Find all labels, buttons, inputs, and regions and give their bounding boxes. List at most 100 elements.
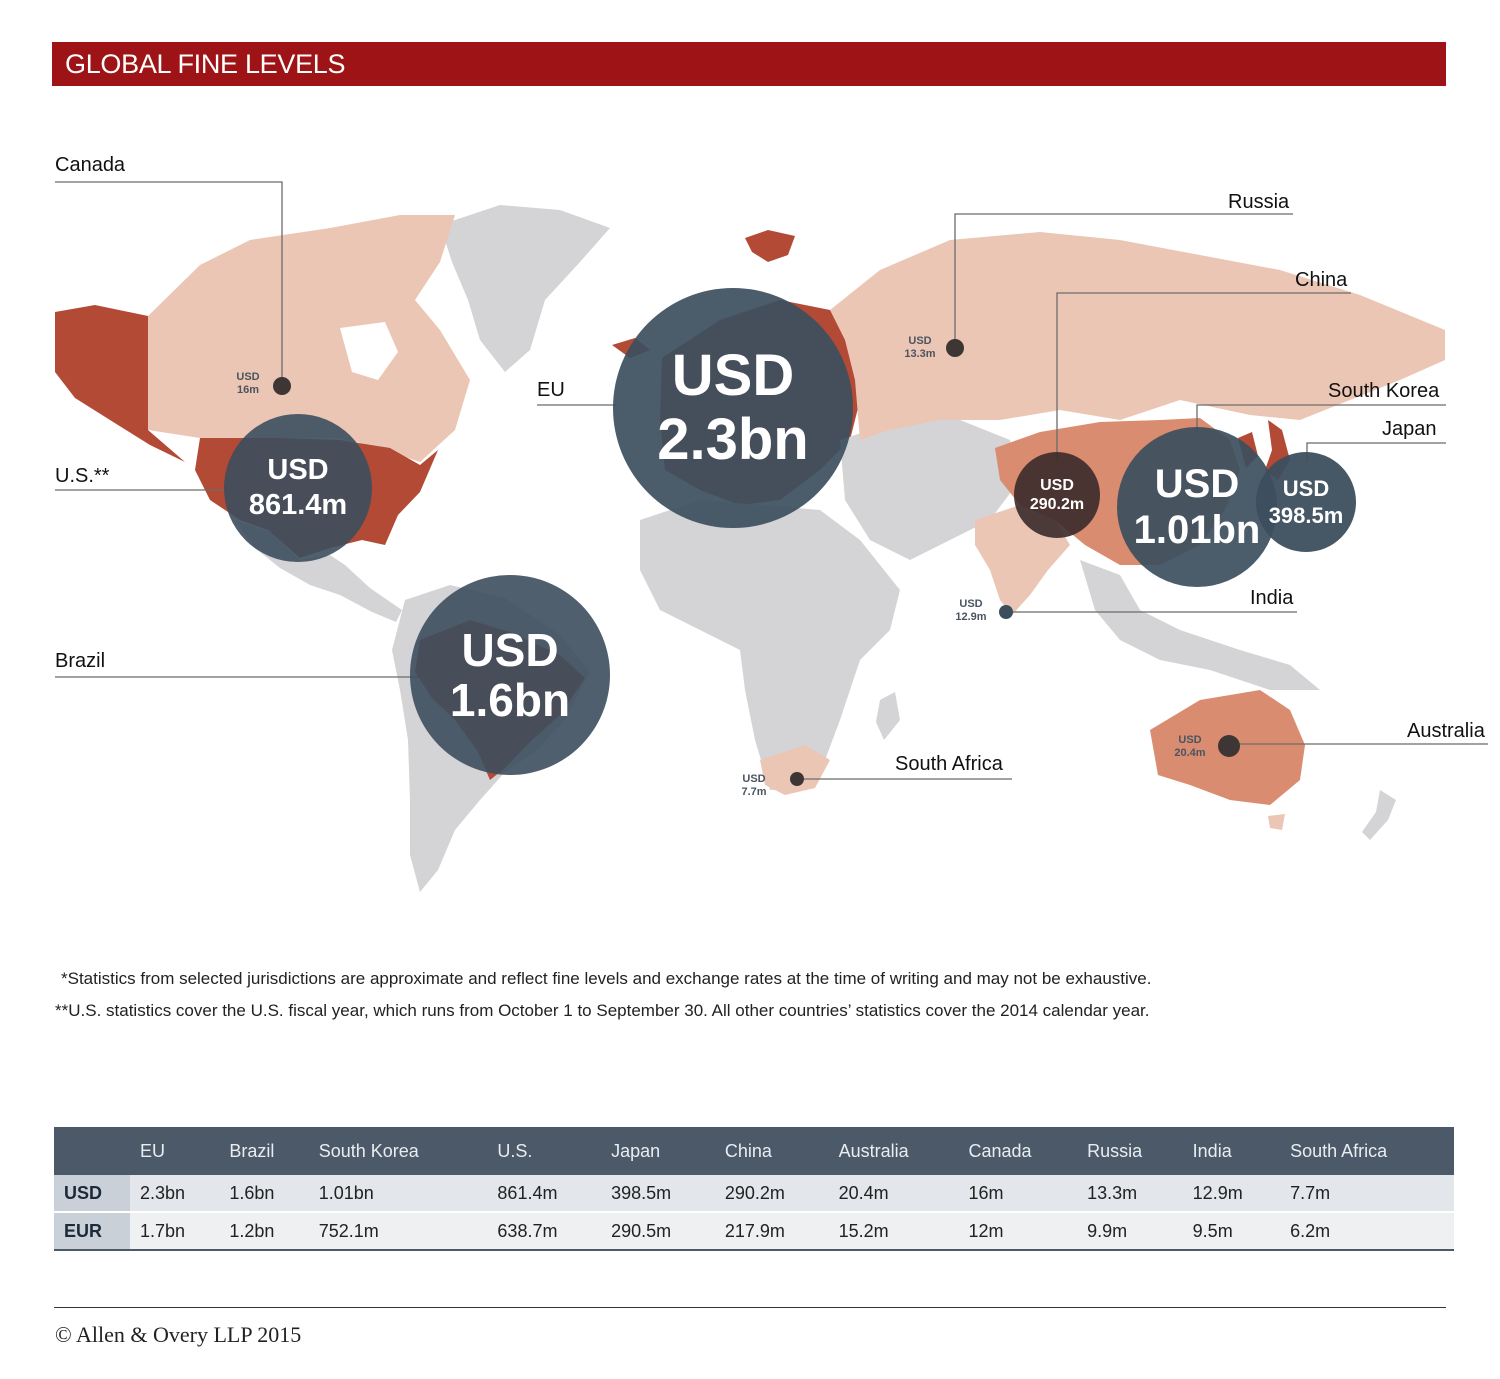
table-cell: 1.6bn bbox=[219, 1175, 309, 1213]
label-brazil: Brazil bbox=[55, 650, 106, 672]
small-russia-amount: 13.3m bbox=[904, 347, 936, 360]
marker-south-africa bbox=[790, 772, 804, 786]
table-cell: 9.5m bbox=[1182, 1212, 1281, 1251]
table-cell: 1.01bn bbox=[308, 1175, 488, 1213]
fines-table: EU Brazil South Korea U.S. Japan China A… bbox=[54, 1127, 1454, 1251]
table-cell: 1.7bn bbox=[130, 1212, 220, 1251]
table-cell: 290.5m bbox=[601, 1212, 715, 1251]
new-zealand-shape bbox=[1362, 790, 1396, 840]
table-cell: 16m bbox=[958, 1175, 1078, 1213]
tasmania-shape bbox=[1268, 814, 1285, 830]
russia-shape bbox=[830, 232, 1445, 440]
bubble-brazil-circle bbox=[410, 575, 610, 775]
table-cell: 861.4m bbox=[487, 1175, 602, 1213]
bubble-brazil-currency: USD bbox=[461, 624, 559, 676]
marker-australia bbox=[1218, 735, 1240, 757]
bubble-brazil-amount: 1.6bn bbox=[449, 674, 571, 726]
bubble-japan-amount: 398.5m bbox=[1268, 502, 1344, 528]
madagascar-shape bbox=[876, 692, 900, 740]
label-australia: Australia bbox=[1407, 720, 1485, 742]
table-row-eur: EUR 1.7bn 1.2bn 752.1m 638.7m 290.5m 217… bbox=[54, 1212, 1454, 1251]
bubble-south-korea: USD 1.01bn bbox=[1117, 427, 1277, 587]
bubble-south-korea-currency: USD bbox=[1154, 462, 1240, 506]
small-value-india: USD 12.9m bbox=[949, 598, 993, 623]
bubble-us-currency: USD bbox=[267, 454, 329, 486]
table-header-row: EU Brazil South Korea U.S. Japan China A… bbox=[54, 1127, 1454, 1175]
small-india-currency: USD bbox=[959, 598, 983, 610]
marker-canada bbox=[273, 377, 291, 395]
greenland-shape bbox=[440, 205, 610, 372]
table-cell: 752.1m bbox=[308, 1212, 488, 1251]
footnote-1: *Statistics from selected jurisdictions … bbox=[61, 969, 1152, 988]
label-us: U.S.** bbox=[55, 465, 110, 487]
small-value-russia: USD 13.3m bbox=[898, 335, 942, 360]
title-bar: GLOBAL FINE LEVELS bbox=[52, 42, 1446, 86]
table-cell: 9.9m bbox=[1077, 1212, 1183, 1251]
svalbard-shape bbox=[745, 230, 795, 262]
label-south-korea: South Korea bbox=[1328, 380, 1440, 402]
column-header: Japan bbox=[601, 1127, 715, 1175]
africa-shape bbox=[640, 500, 900, 790]
row-label: EUR bbox=[54, 1212, 130, 1251]
alaska-shape bbox=[55, 305, 185, 462]
bubble-china: USD 290.2m bbox=[1014, 452, 1100, 538]
bubble-us-amount: 861.4m bbox=[248, 489, 348, 521]
column-header: South Africa bbox=[1280, 1127, 1454, 1175]
table-cell: 20.4m bbox=[828, 1175, 959, 1213]
south-africa-shape bbox=[760, 745, 830, 795]
table-cell: 12m bbox=[958, 1212, 1078, 1251]
column-header: South Korea bbox=[308, 1127, 488, 1175]
table-cell: 638.7m bbox=[487, 1212, 602, 1251]
table-row-usd: USD 2.3bn 1.6bn 1.01bn 861.4m 398.5m 290… bbox=[54, 1175, 1454, 1213]
bubble-japan-circle bbox=[1256, 452, 1356, 552]
small-south-africa-amount: 7.7m bbox=[741, 785, 767, 798]
bubble-brazil: USD 1.6bn bbox=[410, 575, 610, 775]
column-header: Russia bbox=[1077, 1127, 1183, 1175]
table-cell: 1.2bn bbox=[219, 1212, 309, 1251]
table-cell: 290.2m bbox=[714, 1175, 829, 1213]
table-cell: 398.5m bbox=[601, 1175, 715, 1213]
label-south-africa: South Africa bbox=[895, 753, 1003, 775]
footnotes: *Statistics from selected jurisdictions … bbox=[55, 963, 1151, 1027]
bubble-japan: USD 398.5m bbox=[1256, 452, 1356, 552]
copyright: © Allen & Overy LLP 2015 bbox=[55, 1322, 302, 1347]
bubble-japan-currency: USD bbox=[1282, 475, 1330, 501]
canada-shape bbox=[148, 215, 470, 462]
footnote-2: **U.S. statistics cover the U.S. fiscal … bbox=[55, 1001, 1150, 1020]
bubble-south-korea-amount: 1.01bn bbox=[1133, 508, 1261, 552]
bubble-china-currency: USD bbox=[1040, 476, 1074, 494]
small-value-australia: USD 20.4m bbox=[1168, 734, 1212, 759]
small-value-south-africa: USD 7.7m bbox=[734, 773, 774, 798]
column-header: Canada bbox=[958, 1127, 1078, 1175]
table-cell: 217.9m bbox=[714, 1212, 829, 1251]
label-india: India bbox=[1250, 587, 1294, 609]
hudson-bay-shape bbox=[340, 322, 398, 380]
table-cell: 2.3bn bbox=[130, 1175, 220, 1213]
marker-russia bbox=[946, 339, 964, 357]
bubble-eu-currency: USD bbox=[671, 343, 795, 408]
bubble-us-circle bbox=[224, 414, 372, 562]
bubble-us: USD 861.4m bbox=[224, 414, 372, 562]
marker-india bbox=[999, 605, 1013, 619]
column-header: China bbox=[714, 1127, 829, 1175]
southeast-asia-shape bbox=[1080, 560, 1320, 690]
bubble-eu-amount: 2.3bn bbox=[657, 407, 809, 472]
small-value-canada: USD 16m bbox=[228, 371, 268, 396]
column-header: India bbox=[1182, 1127, 1281, 1175]
row-label: USD bbox=[54, 1175, 130, 1213]
label-china: China bbox=[1295, 269, 1348, 291]
bubble-china-circle bbox=[1014, 452, 1100, 538]
column-header: EU bbox=[130, 1127, 220, 1175]
label-eu: EU bbox=[537, 379, 565, 401]
small-australia-amount: 20.4m bbox=[1174, 746, 1206, 759]
bubble-china-amount: 290.2m bbox=[1029, 495, 1085, 513]
column-header: Australia bbox=[828, 1127, 959, 1175]
small-india-amount: 12.9m bbox=[955, 610, 987, 623]
small-canada-amount: 16m bbox=[236, 383, 260, 396]
bubble-eu: USD 2.3bn bbox=[613, 288, 853, 528]
column-header: Brazil bbox=[219, 1127, 309, 1175]
leader-lines bbox=[55, 181, 1488, 780]
small-south-africa-currency: USD bbox=[742, 773, 766, 785]
label-japan: Japan bbox=[1382, 418, 1437, 440]
